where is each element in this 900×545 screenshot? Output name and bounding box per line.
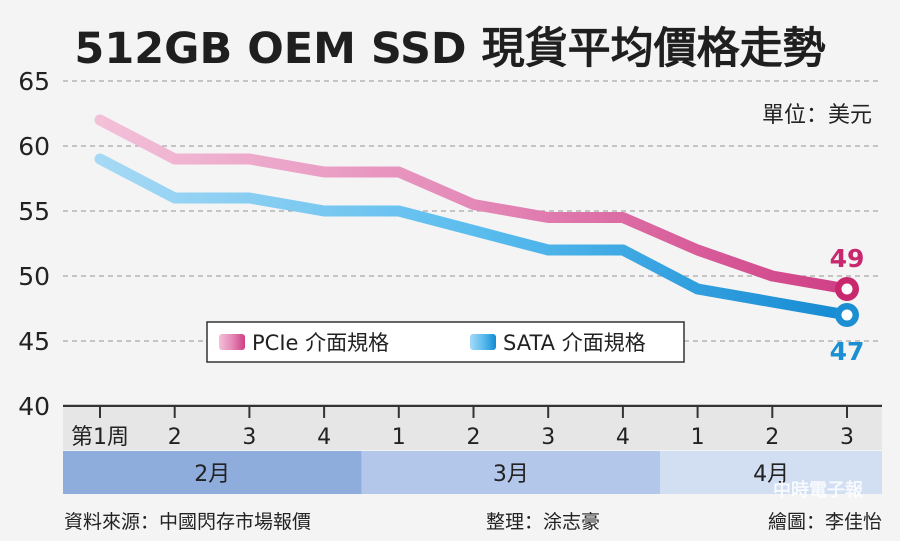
x-tick-label: 2 — [765, 425, 779, 450]
month-band-segment — [63, 451, 362, 494]
month-label: 2月 — [194, 462, 230, 487]
series-endpoints: 49 47 — [830, 244, 865, 366]
legend-swatch-sata — [470, 334, 496, 350]
source-note: 資料來源：中國閃存市場報價 — [64, 511, 311, 533]
x-tick-label: 第1周 — [71, 425, 129, 450]
chart-title: 512GB OEM SSD 現貨平均價格走勢 — [74, 24, 825, 74]
month-band-segment — [361, 451, 661, 494]
series-lines — [94, 114, 853, 321]
month-label: 3月 — [493, 462, 529, 487]
x-tick-label: 4 — [317, 425, 331, 450]
y-tick-label: 60 — [18, 132, 50, 161]
y-tick-label: 40 — [18, 392, 50, 421]
series-end-label: 49 — [830, 244, 865, 273]
legend-box — [206, 321, 685, 363]
series-endpoint-center — [841, 283, 853, 295]
y-tick-label: 65 — [18, 67, 50, 96]
month-band-segment — [660, 451, 882, 494]
x-tick-label: 2 — [168, 425, 182, 450]
y-axis: 40 45 50 55 60 65 — [18, 67, 50, 421]
legend: PCIe 介面規格 SATA 介面規格 — [206, 321, 685, 363]
series-line — [94, 153, 853, 321]
x-tick-label: 4 — [616, 425, 630, 450]
legend-label-pcie: PCIe 介面規格 — [252, 331, 389, 355]
x-tick-label: 1 — [392, 425, 406, 450]
watermark: 中時電子報 — [773, 479, 864, 501]
x-tick-label: 2 — [467, 425, 481, 450]
legend-swatch-pcie — [219, 334, 245, 350]
editor-note: 整理：涂志豪 — [486, 511, 600, 533]
y-tick-label: 45 — [18, 327, 50, 356]
month-label: 4月 — [753, 462, 789, 487]
x-axis: 第1周 2 3 4 1 2 3 4 1 2 3 — [63, 406, 882, 450]
illustrator-note: 繪圖：李佳怡 — [768, 511, 882, 533]
y-tick-label: 55 — [18, 197, 50, 226]
legend-label-sata: SATA 介面規格 — [503, 331, 646, 355]
month-band: 2月 3月 4月 — [63, 451, 882, 494]
x-tick-label: 3 — [840, 425, 854, 450]
unit-label: 單位：美元 — [762, 103, 872, 128]
series-endpoint-center — [841, 309, 853, 321]
series-end-label: 47 — [830, 337, 865, 366]
x-tick-label: 1 — [691, 425, 705, 450]
series-line — [94, 114, 853, 295]
x-tick-label: 3 — [541, 425, 555, 450]
y-tick-label: 50 — [18, 262, 50, 291]
x-tick-label: 3 — [242, 425, 256, 450]
